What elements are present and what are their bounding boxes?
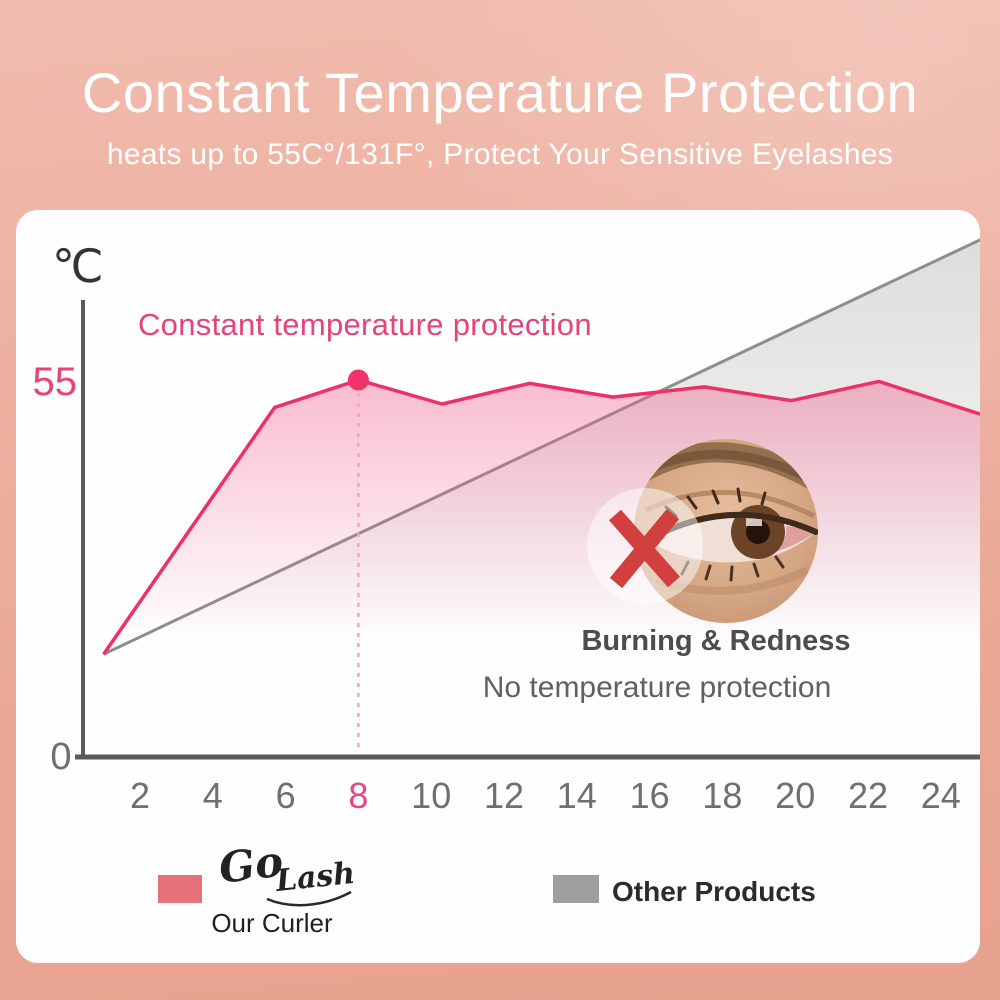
x-tick-label: 10 bbox=[411, 775, 451, 816]
x-tick-label: 6 bbox=[276, 775, 296, 816]
x-tick-label: 22 bbox=[848, 775, 888, 816]
annotation-burning-redness: Burning & Redness bbox=[581, 625, 851, 657]
chart-card: 2 4 6 8 10 12 14 16 18 20 22 24 ℃ 55 0 bbox=[16, 210, 980, 963]
x-tick-label: 20 bbox=[775, 775, 815, 816]
temperature-chart: 2 4 6 8 10 12 14 16 18 20 22 24 ℃ 55 0 bbox=[33, 238, 980, 816]
annotation-no-temperature-protection: No temperature protection bbox=[482, 671, 832, 704]
x-tick-label: 4 bbox=[203, 775, 223, 816]
legend-label-our-curler: Our Curler bbox=[211, 908, 333, 938]
peak-marker-dot bbox=[347, 369, 369, 391]
x-tick-label: 16 bbox=[630, 775, 670, 816]
eye-photo bbox=[587, 439, 818, 623]
x-tick-label-highlighted: 8 bbox=[348, 775, 368, 816]
legend-label-other-products: Other Products bbox=[612, 876, 816, 907]
page-title: Constant Temperature Protection bbox=[81, 61, 919, 124]
series-label: Constant temperature protection bbox=[138, 307, 592, 342]
legend-swatch-other-products bbox=[553, 875, 599, 903]
brand-logo-word1: Go bbox=[216, 837, 285, 893]
x-tick-label: 2 bbox=[130, 775, 150, 816]
page-subtitle: heats up to 55C°/131F°, Protect Your Sen… bbox=[106, 137, 894, 171]
legend-swatch-our-curler bbox=[158, 875, 202, 903]
red-cross-icon bbox=[608, 508, 681, 589]
header: Constant Temperature Protection heats up… bbox=[0, 0, 1000, 172]
y-max-label: 55 bbox=[33, 360, 78, 404]
brand-logo-word2: Lash bbox=[273, 856, 356, 899]
x-tick-label: 12 bbox=[484, 775, 524, 816]
x-tick-label: 18 bbox=[702, 775, 742, 816]
y-axis-unit-label: ℃ bbox=[52, 239, 104, 293]
brand-logo: Go Lash bbox=[216, 837, 357, 907]
x-tick-label: 24 bbox=[921, 775, 961, 816]
eye-redness bbox=[774, 526, 816, 552]
logo-underline-flourish bbox=[266, 890, 352, 907]
y-zero-label: 0 bbox=[50, 736, 71, 778]
our-curler-line bbox=[102, 378, 980, 656]
x-tick-label: 14 bbox=[557, 775, 597, 816]
